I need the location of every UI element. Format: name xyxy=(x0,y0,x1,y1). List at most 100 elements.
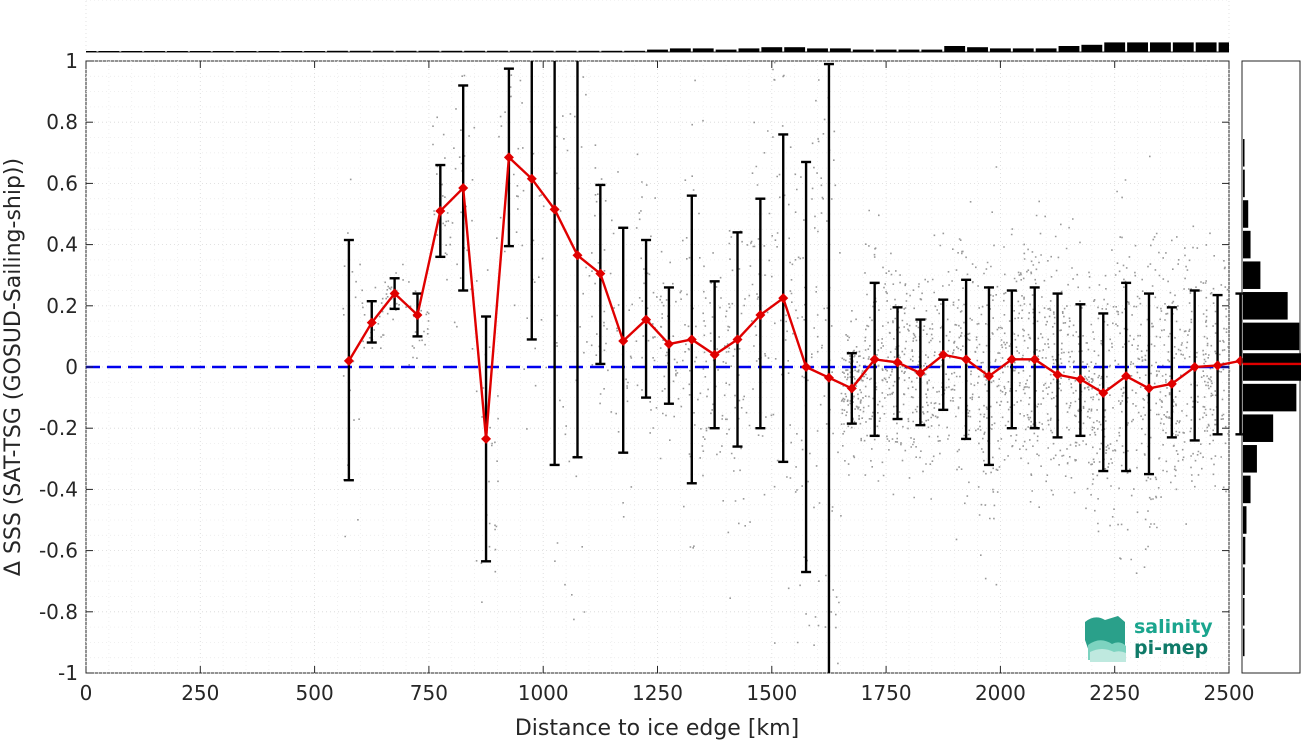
mean-line xyxy=(347,154,1241,440)
x-tick-label: 2250 xyxy=(1089,681,1140,705)
mean-marker xyxy=(983,371,994,382)
top-histogram-bar xyxy=(1149,42,1171,52)
y-tick-label: -1 xyxy=(58,661,78,685)
top-histogram-bar xyxy=(761,47,783,52)
top-histogram-bar xyxy=(1172,42,1194,52)
mean-marker xyxy=(823,372,834,383)
error-bar xyxy=(549,61,560,467)
top-histogram-bar xyxy=(1127,42,1148,52)
top-histogram-bar xyxy=(235,51,257,52)
top-histogram-bar xyxy=(601,50,623,52)
top-histogram-bar xyxy=(212,51,234,52)
x-tick-label: 250 xyxy=(181,681,219,705)
right-histogram-bar xyxy=(1243,200,1249,228)
mean-marker xyxy=(1052,369,1063,380)
mean-marker xyxy=(961,354,972,365)
mean-marker xyxy=(1075,374,1086,385)
mean-marker xyxy=(1189,362,1200,372)
right-histogram-bar xyxy=(1243,139,1245,167)
y-tick-label: -0.2 xyxy=(39,416,78,440)
top-histogram-bar xyxy=(167,51,188,52)
right-histogram-bar xyxy=(1243,628,1245,657)
mean-marker xyxy=(1029,354,1040,365)
y-tick-label: -0.4 xyxy=(39,477,78,501)
right-histogram-bar xyxy=(1243,383,1297,412)
top-histogram-bar xyxy=(738,48,760,52)
top-histogram-bar xyxy=(258,51,280,52)
mean-marker xyxy=(641,314,652,325)
top-histogram-frame xyxy=(85,0,1230,53)
mean-marker xyxy=(366,317,377,328)
mean-marker xyxy=(709,349,720,360)
top-histogram-bar xyxy=(121,51,143,52)
mean-marker xyxy=(778,293,789,304)
y-tick-label: 0.8 xyxy=(46,110,78,134)
y-tick-label: 0 xyxy=(65,355,78,379)
error-bar xyxy=(1166,306,1177,439)
right-histogram-bar xyxy=(1243,475,1251,504)
top-histogram-bar xyxy=(1081,44,1103,52)
top-histogram-bar xyxy=(372,50,394,52)
top-histogram-bar xyxy=(555,50,577,52)
mean-marker xyxy=(663,339,674,350)
mean-marker xyxy=(1143,383,1154,394)
mean-marker xyxy=(1235,355,1246,366)
wave-icon xyxy=(1085,616,1126,662)
salinity-pi-mep-logo: salinity pi-mep xyxy=(1085,616,1213,662)
top-histogram-bar xyxy=(304,51,326,52)
top-histogram-bar xyxy=(1218,42,1229,52)
y-tick-label: 0.6 xyxy=(46,171,78,195)
top-histogram-bar xyxy=(875,49,897,52)
mean-marker xyxy=(1212,360,1223,371)
top-histogram-bar xyxy=(98,51,120,52)
top-histogram-bar xyxy=(692,48,714,52)
top-histogram-bar xyxy=(532,50,554,52)
top-histogram-bar xyxy=(989,48,1011,52)
x-tick-label: 2500 xyxy=(1204,681,1255,705)
right-histogram-bar xyxy=(1243,261,1261,289)
mean-marker xyxy=(595,268,606,279)
x-tick-label: 1250 xyxy=(632,681,683,705)
mean-marker xyxy=(869,354,880,365)
mean-marker xyxy=(458,182,469,193)
right-histogram-bar xyxy=(1243,567,1245,595)
top-histogram xyxy=(85,0,1230,53)
mean-marker xyxy=(412,309,423,320)
top-histogram-bar xyxy=(669,48,691,52)
top-histogram-bar xyxy=(578,50,600,52)
x-tick-label: 1500 xyxy=(746,681,797,705)
top-histogram-bar xyxy=(418,50,440,52)
top-histogram-bar xyxy=(349,50,371,52)
x-tick-label: 750 xyxy=(410,681,448,705)
right-histogram-bar xyxy=(1243,353,1301,381)
top-histogram-bar xyxy=(144,51,166,52)
y-axis-title: Δ SSS (SAT-TSG (GOSUD-Sailing-ship)) xyxy=(1,158,26,576)
x-axis-title: Distance to ice edge [km] xyxy=(515,716,799,741)
top-histogram-bar xyxy=(86,51,97,52)
mean-marker xyxy=(1006,354,1017,365)
right-histogram-bar xyxy=(1243,169,1245,198)
mean-marker xyxy=(915,368,926,379)
error-bar xyxy=(1075,303,1086,438)
top-histogram-bar xyxy=(1104,42,1126,52)
error-bar xyxy=(1052,292,1063,439)
mean-marker xyxy=(526,173,537,184)
top-histogram-bar xyxy=(715,49,737,52)
right-histogram-bar xyxy=(1243,536,1246,565)
top-histogram-bar xyxy=(944,46,966,52)
mean-marker xyxy=(686,334,697,345)
mean-marker xyxy=(846,383,857,394)
x-tick-label: 0 xyxy=(80,681,93,705)
mean-marker xyxy=(389,288,400,299)
top-histogram-bar xyxy=(921,49,943,52)
y-tick-label: -0.6 xyxy=(39,539,78,563)
top-histogram-bar xyxy=(647,49,668,52)
top-histogram-bar xyxy=(784,47,806,52)
mean-marker xyxy=(1166,378,1177,389)
mean-marker xyxy=(343,355,354,366)
top-histogram-bar xyxy=(327,50,348,52)
top-histogram-bar xyxy=(852,49,874,52)
top-histogram-bar xyxy=(189,51,211,52)
top-histogram-bar xyxy=(487,50,508,52)
mean-marker xyxy=(1098,388,1109,399)
